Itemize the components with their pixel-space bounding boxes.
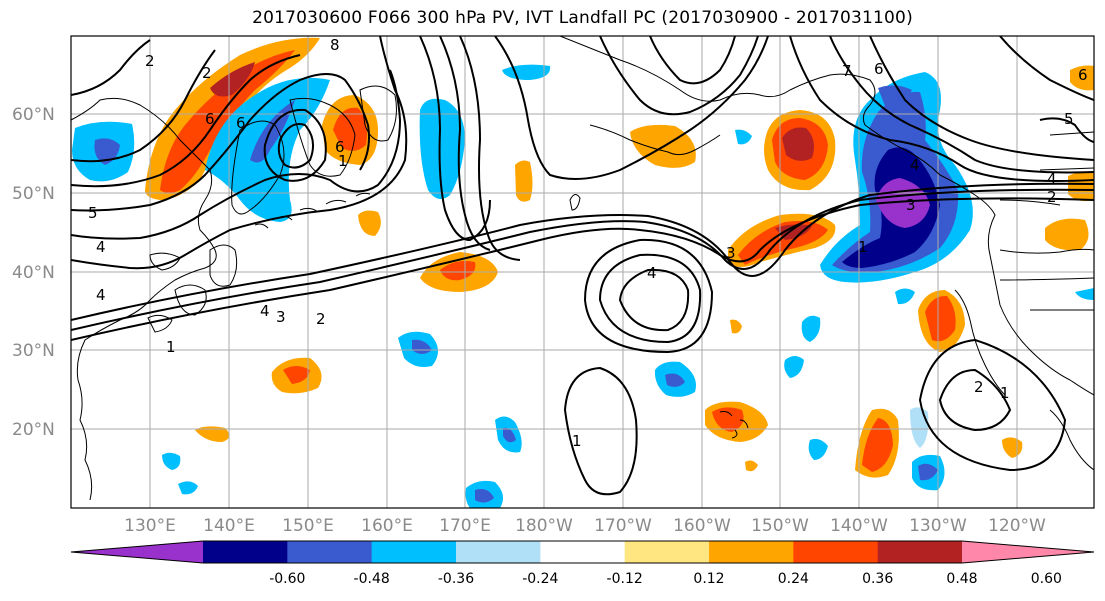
colorbar-swatch [624,541,710,563]
lon-label: 160°W [673,516,731,536]
map-frame [70,35,1095,509]
colorbar-tick-label: 0.24 [778,571,809,587]
contour-label: 1 [1000,384,1010,402]
lon-label: 140°W [830,516,888,536]
colorbar-tick-label: -0.48 [354,571,390,587]
colorbar-tick-label: 0.12 [693,571,724,587]
contour-label: 6 [1078,66,1088,84]
lon-label: 130°E [124,516,176,536]
colorbar-extend-low [71,541,203,563]
contour-label: 4 [96,238,106,256]
lat-label: 30°N [12,341,55,361]
latitude-labels: 60°N 50°N 40°N 30°N 20°N [12,105,55,440]
pv-anomaly-shading [72,37,1094,508]
colorbar-tick-label: 0.36 [862,571,893,587]
pv-contours [71,36,1094,496]
longitude-labels: 130°E 140°E 150°E 160°E 170°E 180°W 170°… [124,516,1046,536]
contour-label: 3 [276,308,286,326]
contour-label: 4 [647,264,657,282]
lon-label: 180°W [515,516,573,536]
contour-labels: 2 2 8 6 6 5 4 4 1 4 3 2 1 6 7 6 4 3 1 3 … [88,36,1088,450]
colorbar-swatch [287,541,373,563]
lon-label: 160°E [361,516,413,536]
map-title: 2017030600 F066 300 hPa PV, IVT Landfall… [252,8,913,28]
contour-label: 2 [202,64,212,82]
contour-label: 1 [166,338,176,356]
lon-label: 170°E [439,516,491,536]
colorbar-swatch [793,541,879,563]
contour-label: 4 [910,156,920,174]
contour-label: 4 [96,286,106,304]
lat-label: 20°N [12,420,55,440]
colorbar: -0.60 -0.48 -0.36 -0.24 -0.12 0.12 0.24 0.36 0.4… [70,540,1095,587]
colorbar-swatch [877,541,963,563]
contour-label: 5 [1064,110,1074,128]
contour-label: 6 [205,110,215,128]
colorbar-tick-label: -0.12 [607,571,643,587]
lon-label: 120°W [988,516,1046,536]
colorbar-swatch [540,541,626,563]
coastlines [71,36,1094,501]
contour-label: 2 [316,310,326,328]
colorbar-swatch [203,541,288,563]
contour-label: 2 [1047,188,1057,206]
lon-label: 130°W [909,516,967,536]
lon-label: 150°E [282,516,334,536]
colorbar-swatch [371,541,457,563]
lon-label: 150°W [751,516,809,536]
lat-label: 50°N [12,184,55,204]
contour-label: 2 [145,52,155,70]
contour-label: 7 [842,62,852,80]
contour-label: 8 [330,36,340,54]
contour-label: 6 [236,114,246,132]
contour-label: 6 [335,138,345,156]
contour-label: 1 [338,152,348,170]
contour-label: 3 [906,196,916,214]
lon-label: 170°W [594,516,652,536]
contour-label: 5 [88,204,98,222]
contour-label: 3 [726,244,736,262]
contour-label: 4 [260,302,270,320]
colorbar-tick-label: -0.60 [269,571,305,587]
graticule [71,36,1094,508]
lat-label: 60°N [12,105,55,125]
colorbar-tick-label: -0.36 [438,571,474,587]
colorbar-tick-label: 0.48 [946,571,977,587]
contour-label: 2 [974,378,984,396]
contour-label: 6 [874,60,884,78]
contour-label: 4 [1047,170,1057,188]
colorbar-swatch [456,541,541,563]
colorbar-extend-high [962,541,1094,563]
lat-label: 40°N [12,263,55,283]
colorbar-swatch [709,541,794,563]
contour-label: 1 [572,432,582,450]
colorbar-tick-label: -0.24 [522,571,558,587]
colorbar-outline [70,540,1095,564]
colorbar-tick-label: 0.60 [1031,571,1062,587]
contour-label: 1 [858,238,868,256]
lon-label: 140°E [203,516,255,536]
